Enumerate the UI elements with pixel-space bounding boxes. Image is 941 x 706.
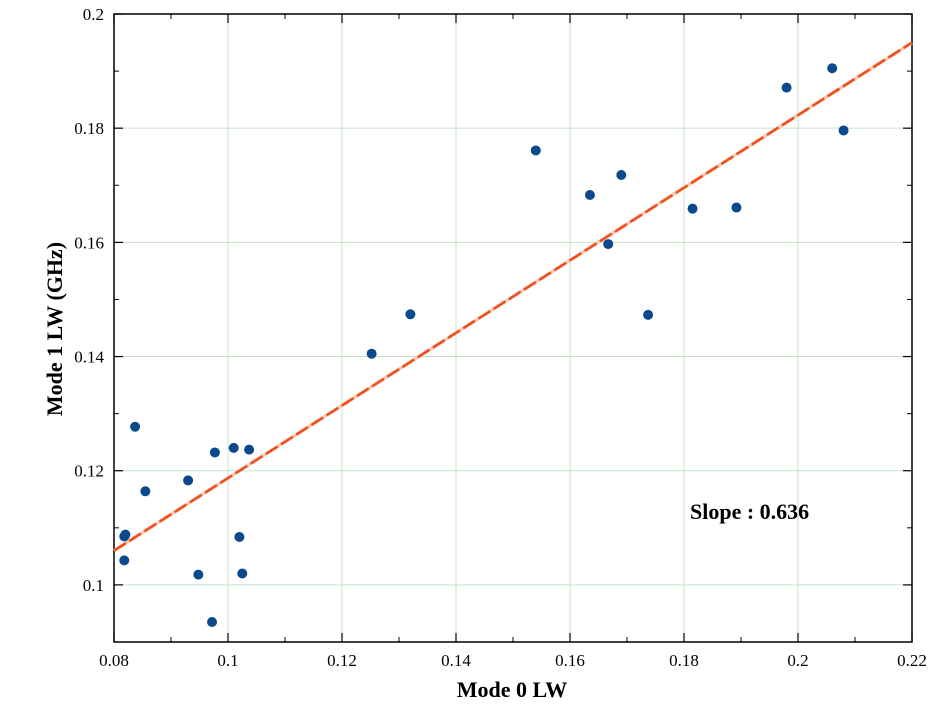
data-point bbox=[731, 202, 742, 213]
fit-line-group bbox=[113, 41, 913, 553]
data-point bbox=[530, 145, 541, 156]
y-tick-label: 0.18 bbox=[74, 119, 104, 138]
y-tick-label: 0.1 bbox=[83, 576, 104, 595]
x-tick-label: 0.14 bbox=[441, 651, 471, 670]
data-point bbox=[781, 82, 792, 93]
x-axis-title: Mode 0 LW bbox=[457, 677, 567, 702]
data-point bbox=[119, 555, 130, 566]
data-point bbox=[120, 529, 131, 540]
x-tick-label: 0.2 bbox=[787, 651, 808, 670]
data-point bbox=[228, 442, 239, 453]
y-axis-title: Mode 1 LW (GHz) bbox=[42, 242, 67, 416]
data-point bbox=[643, 309, 654, 320]
data-point bbox=[130, 421, 141, 432]
grid bbox=[114, 14, 912, 642]
tick-labels: 0.08 0.1 0.12 0.14 0.16 0.18 0.2 0.22 0.1 0.12 0.1… bbox=[74, 5, 927, 670]
data-point bbox=[687, 203, 698, 214]
axes bbox=[113, 13, 913, 643]
data-point bbox=[244, 444, 255, 455]
data-point bbox=[827, 63, 838, 74]
data-point bbox=[366, 348, 377, 359]
x-tick-label: 0.1 bbox=[217, 651, 238, 670]
x-tick-label: 0.12 bbox=[327, 651, 357, 670]
data-point bbox=[183, 475, 194, 486]
data-point bbox=[140, 486, 151, 497]
data-point bbox=[405, 309, 416, 320]
x-tick-label: 0.22 bbox=[897, 651, 927, 670]
x-tick-label: 0.08 bbox=[99, 651, 129, 670]
x-tick-label: 0.16 bbox=[555, 651, 585, 670]
data-point bbox=[616, 169, 627, 180]
data-points bbox=[119, 63, 849, 628]
y-tick-label: 0.16 bbox=[74, 233, 104, 252]
y-tick-label: 0.2 bbox=[83, 5, 104, 24]
data-point bbox=[237, 568, 248, 579]
data-point bbox=[603, 239, 614, 250]
plot-frame bbox=[113, 13, 913, 643]
slope-annotation: Slope : 0.636 bbox=[690, 499, 809, 524]
y-tick-label: 0.14 bbox=[74, 348, 104, 367]
data-point bbox=[584, 189, 595, 200]
data-point bbox=[207, 617, 218, 628]
data-point bbox=[838, 125, 849, 136]
fit-line bbox=[113, 41, 913, 552]
x-tick-label: 0.18 bbox=[669, 651, 699, 670]
data-point bbox=[209, 447, 220, 458]
data-point bbox=[234, 531, 245, 542]
data-point bbox=[193, 569, 204, 580]
y-tick-label: 0.12 bbox=[74, 462, 104, 481]
